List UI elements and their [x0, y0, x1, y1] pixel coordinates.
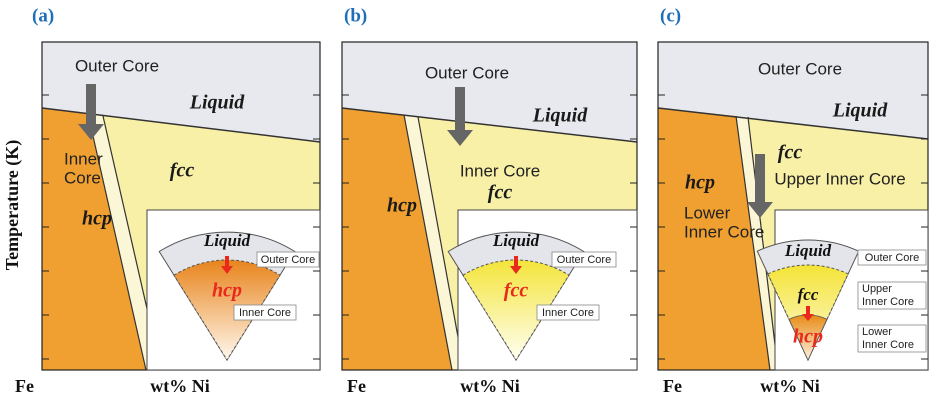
outer-core-label: Outer Core: [425, 63, 509, 82]
fcc-label: fcc: [778, 142, 803, 164]
lower-inner-core-label: Lower: [684, 203, 731, 222]
inset-hcp: hcp: [793, 326, 823, 348]
hcp-label: hcp: [387, 195, 417, 217]
inner-core-label: Core: [64, 168, 101, 187]
inset-outer-core: Outer Core: [865, 252, 919, 264]
x-left-label: Fe: [15, 376, 34, 396]
panel: (a) Outer Core Liquid Inner Core fcc hcp…: [15, 5, 320, 396]
lower-inner-core-label: Inner Core: [684, 222, 764, 241]
inset-liquid: Liquid: [492, 231, 540, 250]
panel-label: (c): [660, 5, 681, 26]
panel-label: (b): [344, 5, 367, 26]
y-axis-label: Temperature (K): [2, 140, 23, 270]
x-left-label: Fe: [347, 376, 366, 396]
inset-inner-core: Inner Core: [542, 307, 594, 319]
fcc-label: fcc: [170, 160, 195, 182]
x-left-label: Fe: [663, 376, 682, 396]
liquid-label: Liquid: [189, 92, 245, 114]
panel: (c) Outer Core Liquid fcc Upper Inner Co…: [658, 5, 928, 396]
outer-core-label: Outer Core: [758, 59, 842, 78]
panel: (b) Outer Core Liquid Inner Core fcc hcp…: [342, 5, 637, 396]
outer-core-label: Outer Core: [75, 56, 159, 75]
inner-core-label: Inner Core: [460, 161, 540, 180]
x-axis-label: wt% Ni: [460, 376, 520, 396]
inset-liquid: Liquid: [203, 231, 251, 250]
inset-upper-inner-core: Inner Core: [862, 296, 914, 308]
inset-upper-inner-core: Upper: [862, 283, 892, 295]
upper-inner-core-label: Upper Inner Core: [774, 169, 905, 188]
x-axis-label: wt% Ni: [150, 376, 210, 396]
inset-fcc: fcc: [798, 285, 819, 304]
fcc-label: fcc: [488, 182, 513, 204]
hcp-label: hcp: [685, 172, 715, 194]
inner-core-label: Inner: [64, 149, 103, 168]
figure: Temperature (K) (a) Outer Core Liquid In…: [0, 0, 931, 401]
inset-phase: hcp: [212, 280, 242, 302]
panel-label: (a): [32, 5, 54, 26]
liquid-label: Liquid: [832, 100, 888, 122]
inset-outer-core: Outer Core: [557, 254, 611, 266]
inset-lower-inner-core: Lower: [862, 326, 892, 338]
inset-outer-core: Outer Core: [261, 254, 315, 266]
inset-phase: fcc: [504, 280, 529, 302]
x-axis-label: wt% Ni: [760, 376, 820, 396]
inset-inner-core: Inner Core: [239, 307, 291, 319]
hcp-label: hcp: [82, 208, 112, 230]
inset-liquid: Liquid: [784, 241, 832, 260]
inset-lower-inner-core: Inner Core: [862, 339, 914, 351]
liquid-label: Liquid: [532, 105, 588, 127]
